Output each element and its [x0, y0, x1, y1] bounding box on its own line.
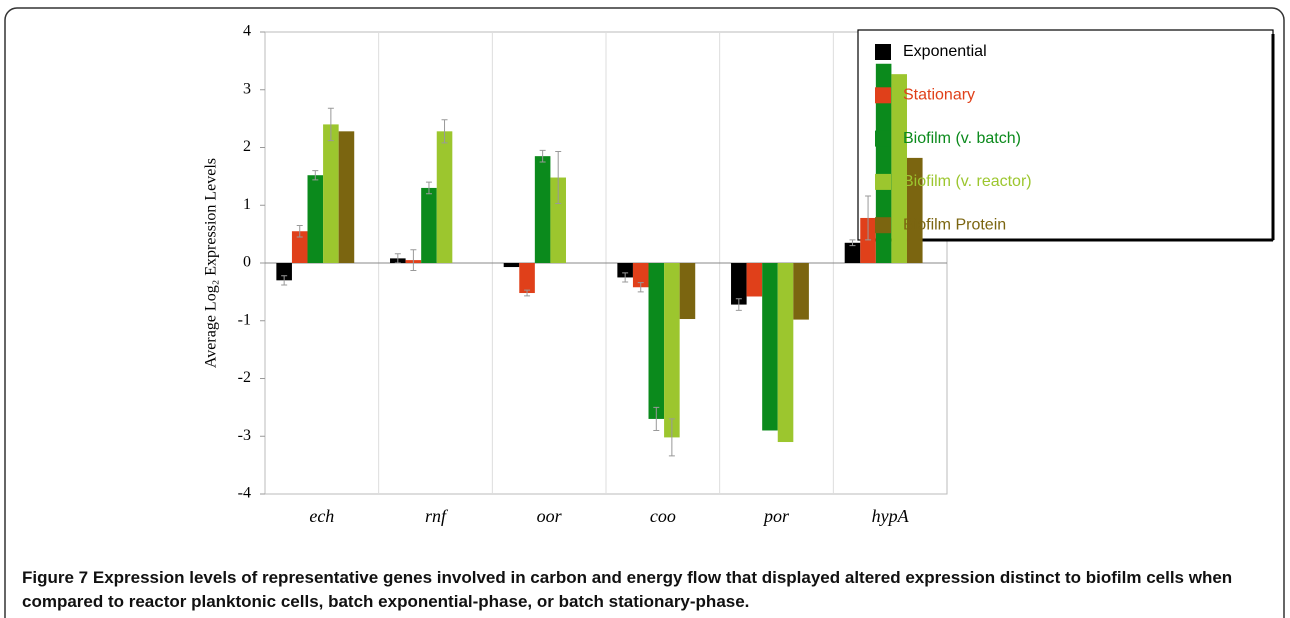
y-tick-label: 3	[243, 80, 251, 97]
bar	[519, 263, 535, 294]
y-tick-label: 4	[243, 23, 251, 40]
legend-swatch	[875, 44, 891, 60]
bar	[421, 187, 437, 263]
bar	[307, 175, 324, 263]
bar	[906, 157, 923, 263]
legend-label: Stationary	[903, 87, 975, 104]
bar	[323, 124, 339, 264]
bar	[746, 263, 763, 297]
bar	[632, 263, 649, 288]
bar	[291, 231, 308, 263]
y-tick-label: 0	[243, 254, 251, 271]
legend-box	[857, 29, 1274, 241]
bar	[793, 263, 809, 320]
x-tick-label: por	[762, 506, 790, 526]
bar	[844, 242, 861, 263]
bar	[436, 131, 453, 263]
caption: Figure 7 Expression levels of representa…	[22, 566, 1262, 614]
error-bar	[441, 119, 448, 144]
error-bar	[849, 239, 856, 247]
bar	[534, 156, 551, 263]
error-bar	[622, 272, 629, 283]
legend-swatch	[875, 173, 891, 190]
error-bar	[653, 406, 660, 431]
bar	[875, 63, 892, 264]
y-tick-label: 2	[243, 138, 251, 155]
legend-label: Biofilm (v. reactor)	[903, 173, 1032, 190]
y-tick-label: -2	[238, 369, 251, 386]
x-tick-label: oor	[537, 506, 563, 526]
error-bar	[296, 224, 303, 238]
legend-swatch	[875, 217, 891, 234]
error-bar	[327, 107, 334, 142]
caption-text: Expression levels of representative gene…	[22, 568, 1233, 611]
frame	[4, 7, 1285, 618]
error-bar	[312, 170, 319, 181]
legend-label: Exponential	[903, 43, 987, 60]
y-tick-label: -1	[238, 311, 251, 328]
bar	[503, 263, 520, 268]
x-tick-label: rnf	[425, 506, 449, 526]
x-tick-label: coo	[650, 506, 676, 526]
error-bar	[539, 149, 546, 163]
y-tick-label: -3	[238, 427, 251, 444]
x-tick-label: ech	[309, 506, 334, 526]
bar	[338, 131, 355, 263]
error-bar	[555, 151, 562, 205]
bar	[550, 177, 566, 263]
error-bar	[425, 181, 432, 195]
error-bar	[410, 249, 417, 272]
legend-swatch	[875, 130, 891, 147]
bar	[648, 263, 665, 419]
caption-label: Figure 7	[22, 568, 89, 587]
legend-label: Biofilm Protein	[903, 216, 1006, 233]
error-bar	[281, 275, 288, 286]
y-tick-label: -4	[238, 485, 251, 502]
bar	[664, 263, 680, 438]
y-axis-label: Average Log₂ Expression Levels	[203, 158, 220, 368]
bar	[617, 263, 633, 278]
bar	[891, 74, 907, 263]
bar	[860, 217, 876, 263]
error-bar	[668, 418, 675, 457]
error-bar	[524, 289, 531, 297]
error-bar	[735, 298, 742, 311]
error-bar	[865, 195, 872, 241]
y-tick-label: 1	[243, 196, 251, 213]
bar	[731, 263, 747, 305]
error-bar	[394, 253, 401, 264]
legend-swatch	[875, 87, 891, 104]
bar	[777, 263, 794, 443]
legend-label: Biofilm (v. batch)	[903, 130, 1021, 147]
bar	[276, 263, 292, 281]
bar	[679, 263, 696, 320]
x-tick-label: hypA	[872, 506, 910, 526]
error-bar	[637, 282, 644, 293]
bar	[762, 263, 778, 431]
